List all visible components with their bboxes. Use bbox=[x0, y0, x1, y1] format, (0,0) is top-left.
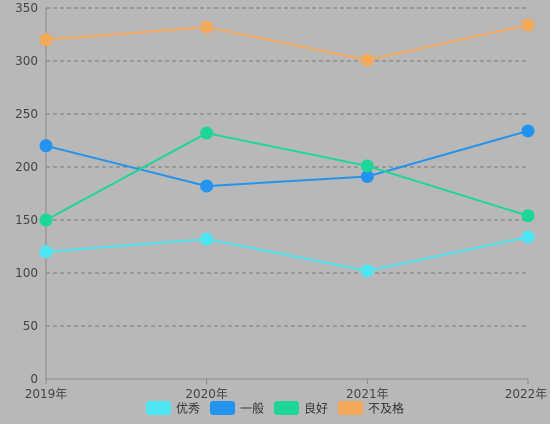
grid-lines bbox=[46, 7, 528, 327]
y-tick-label: 200 bbox=[15, 160, 38, 174]
legend-label: 不及格 bbox=[368, 401, 404, 416]
x-tick-label: 2021年 bbox=[346, 387, 389, 401]
axes: 0 50 100 150 200 250 300 350 2019年 2020年 2021年 2022… bbox=[15, 1, 547, 401]
y-tick-label: 50 bbox=[23, 319, 38, 333]
series-line bbox=[45, 129, 529, 188]
series-2 bbox=[39, 124, 535, 193]
x-tick-label: 2020年 bbox=[185, 387, 228, 401]
data-point[interactable] bbox=[39, 33, 53, 47]
data-point[interactable] bbox=[360, 159, 374, 173]
data-point[interactable] bbox=[200, 20, 214, 34]
data-point[interactable] bbox=[521, 209, 535, 223]
data-point[interactable] bbox=[200, 179, 214, 193]
data-point[interactable] bbox=[360, 53, 374, 67]
data-point[interactable] bbox=[39, 213, 53, 227]
data-point[interactable] bbox=[521, 124, 535, 138]
x-tick-label: 2022年 bbox=[505, 387, 548, 401]
data-point[interactable] bbox=[39, 139, 53, 153]
series-3 bbox=[39, 126, 535, 227]
legend-label: 一般 bbox=[240, 401, 264, 416]
legend-swatch bbox=[274, 401, 299, 415]
data-point[interactable] bbox=[200, 232, 214, 246]
data-point[interactable] bbox=[200, 126, 214, 140]
legend-label: 优秀 bbox=[176, 402, 200, 416]
data-point[interactable] bbox=[521, 230, 535, 244]
x-tick-label: 2019年 bbox=[25, 387, 68, 401]
series-4 bbox=[39, 18, 535, 67]
legend-swatch bbox=[210, 401, 235, 415]
data-point[interactable] bbox=[39, 245, 53, 259]
data-point[interactable] bbox=[521, 18, 535, 32]
y-tick-label: 0 bbox=[30, 372, 38, 386]
legend-item[interactable]: 良好 bbox=[274, 401, 328, 416]
legend-label: 良好 bbox=[304, 401, 328, 416]
y-tick-label: 350 bbox=[15, 1, 38, 15]
y-tick-label: 100 bbox=[15, 266, 38, 280]
legend-swatch bbox=[146, 401, 171, 415]
legend-item[interactable]: 一般 bbox=[210, 401, 264, 416]
series-line bbox=[45, 132, 529, 221]
series-line bbox=[45, 235, 529, 272]
series-group bbox=[39, 18, 535, 278]
series-line bbox=[45, 23, 529, 61]
series-1 bbox=[39, 230, 535, 278]
data-point[interactable] bbox=[360, 170, 374, 184]
legend[interactable]: 优秀 一般 良好 不及格 bbox=[146, 401, 404, 416]
y-tick-label: 150 bbox=[15, 213, 38, 227]
y-tick-label: 250 bbox=[15, 107, 38, 121]
legend-swatch bbox=[338, 401, 363, 415]
legend-item[interactable]: 优秀 bbox=[146, 401, 200, 416]
data-point[interactable] bbox=[360, 264, 374, 278]
y-tick-label: 300 bbox=[15, 54, 38, 68]
legend-item[interactable]: 不及格 bbox=[338, 401, 404, 416]
